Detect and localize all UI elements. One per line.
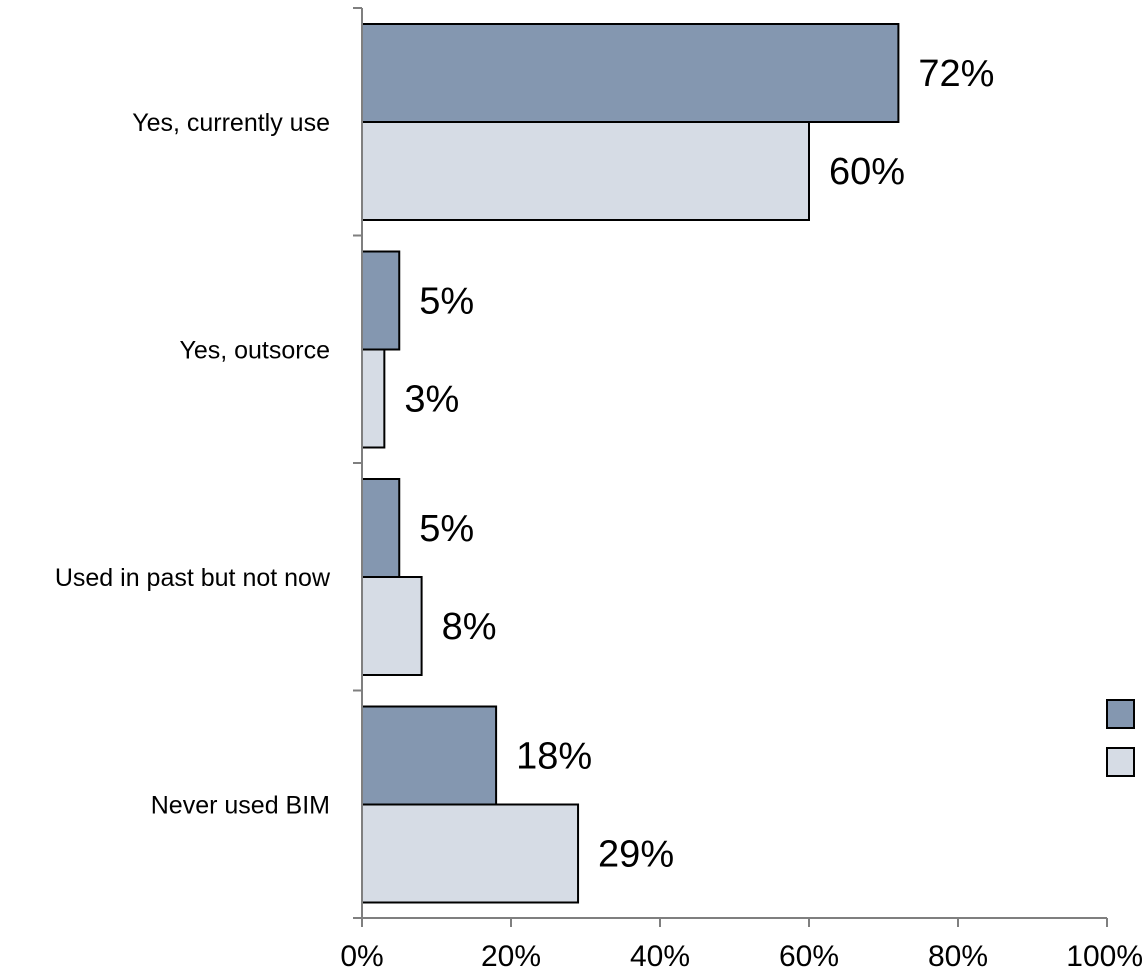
category-label: Yes, outsorce (179, 337, 330, 365)
x-tick-label: 20% (481, 940, 541, 973)
bar-1-4 (361, 705, 498, 806)
axes: Yes, currently use Yes, outsorce Used in p… (55, 7, 1143, 973)
bar-1-2 (361, 250, 401, 351)
bar-2-2 (361, 348, 386, 449)
bar-1-3 (361, 478, 401, 578)
category-label: Never used BIM (151, 792, 330, 820)
legend-swatch-2 (1106, 747, 1135, 777)
data-label: 8% (442, 606, 497, 648)
x-tick-label: 60% (779, 940, 839, 973)
bar-2-3 (361, 576, 423, 676)
data-label: 3% (404, 379, 459, 421)
x-tick-label: 100% (1066, 940, 1143, 973)
data-labels-layer: 72% 60% 5% 3% 5% 8% 18% 29% (404, 53, 994, 876)
data-label: 5% (419, 508, 474, 550)
bars-layer (361, 23, 900, 904)
category-label: Yes, currently use (132, 109, 330, 137)
data-label: 72% (918, 53, 994, 95)
x-tick-label: 40% (630, 940, 690, 973)
data-label: 60% (829, 151, 905, 193)
data-label: 29% (598, 834, 674, 876)
bar-2-4 (361, 803, 580, 904)
legend (1106, 699, 1135, 777)
data-label: 18% (516, 736, 592, 778)
legend-swatch-1 (1106, 699, 1135, 729)
x-tick-label: 0% (340, 940, 383, 973)
category-label: Used in past but not now (55, 564, 331, 592)
bar-2-1 (361, 121, 810, 221)
bar-1-1 (361, 23, 900, 123)
data-label: 5% (419, 281, 474, 323)
x-tick-label: 80% (928, 940, 988, 973)
